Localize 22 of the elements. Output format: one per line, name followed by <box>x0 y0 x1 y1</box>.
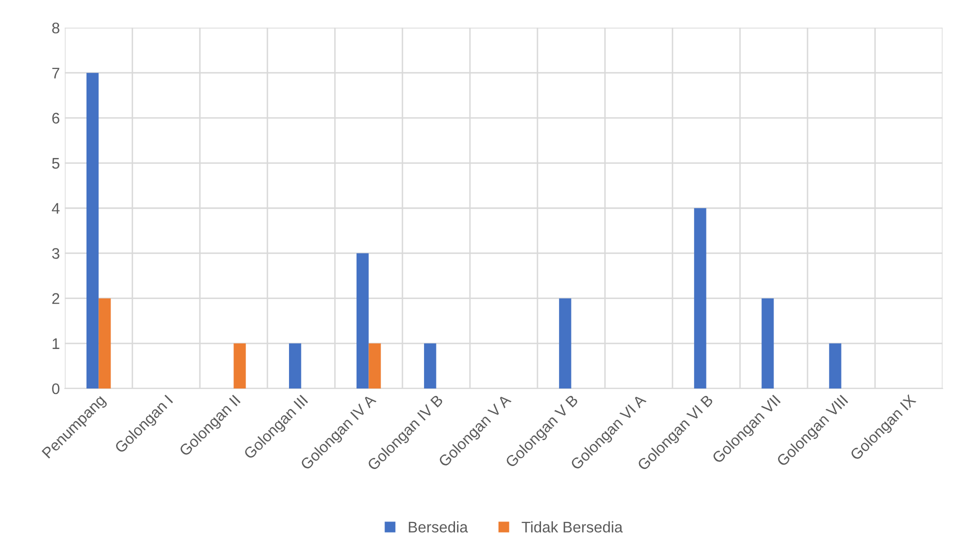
bar <box>694 208 706 388</box>
y-tick-label: 2 <box>52 293 60 304</box>
bar <box>829 343 842 388</box>
bar <box>424 343 436 388</box>
y-tick-label: 6 <box>52 112 60 124</box>
bar <box>356 253 369 388</box>
legend-label: Tidak Bersedia <box>522 521 623 533</box>
y-tick-label: 7 <box>52 68 60 78</box>
bar <box>234 343 246 388</box>
bar <box>559 298 572 388</box>
y-tick-label: 5 <box>52 158 60 169</box>
bar <box>98 298 111 388</box>
bar <box>368 343 381 388</box>
y-tick-label: 0 <box>52 383 60 394</box>
bar <box>289 343 302 388</box>
y-tick-label: 1 <box>52 338 60 349</box>
bar <box>762 298 774 388</box>
y-tick-label: 3 <box>52 248 60 259</box>
y-tick-label: 8 <box>52 22 60 34</box>
bar <box>86 72 99 388</box>
y-tick-label: 4 <box>52 203 60 214</box>
legend-label: Bersedia <box>408 521 468 533</box>
